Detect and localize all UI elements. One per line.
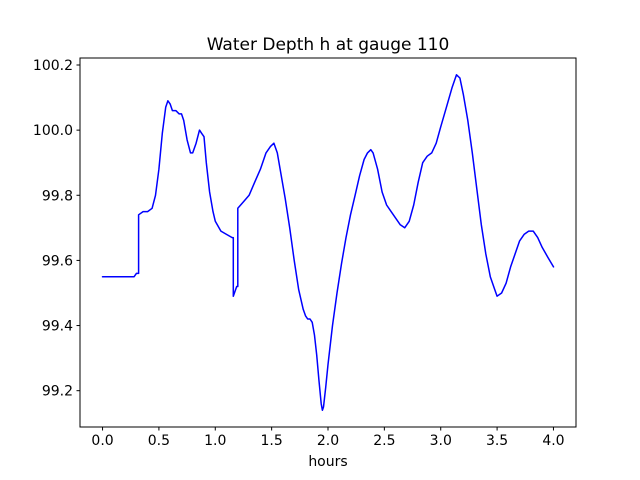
x-axis-label: hours: [308, 454, 347, 470]
x-tick-label: 3.0: [430, 433, 452, 449]
y-tick-label: 99.6: [42, 253, 73, 269]
y-tick-label: 99.2: [42, 384, 73, 400]
plot-area: 0.0 0.5 1.0 1.5 2.0 2.5 3.0 3.5 4.0 99.2 99.4 99.6 9…: [33, 57, 577, 449]
y-tick-label: 100.0: [33, 123, 73, 139]
x-tick-label: 0.5: [148, 433, 170, 449]
x-tick-label: 2.0: [317, 433, 339, 449]
x-tick-label: 3.5: [486, 433, 508, 449]
x-tick-label: 1.5: [261, 433, 283, 449]
water-depth-line: [101, 74, 555, 411]
x-tick-label: 2.5: [373, 433, 395, 449]
y-tick-label: 99.4: [42, 319, 73, 335]
chart-title: Water Depth h at gauge 110: [207, 35, 450, 55]
x-tick-label: 0.0: [91, 433, 113, 449]
x-tick-label: 1.0: [204, 433, 226, 449]
x-tick-label: 4.0: [542, 433, 564, 449]
y-tick-label: 99.8: [42, 188, 73, 204]
y-tick-label: 100.2: [33, 58, 73, 74]
